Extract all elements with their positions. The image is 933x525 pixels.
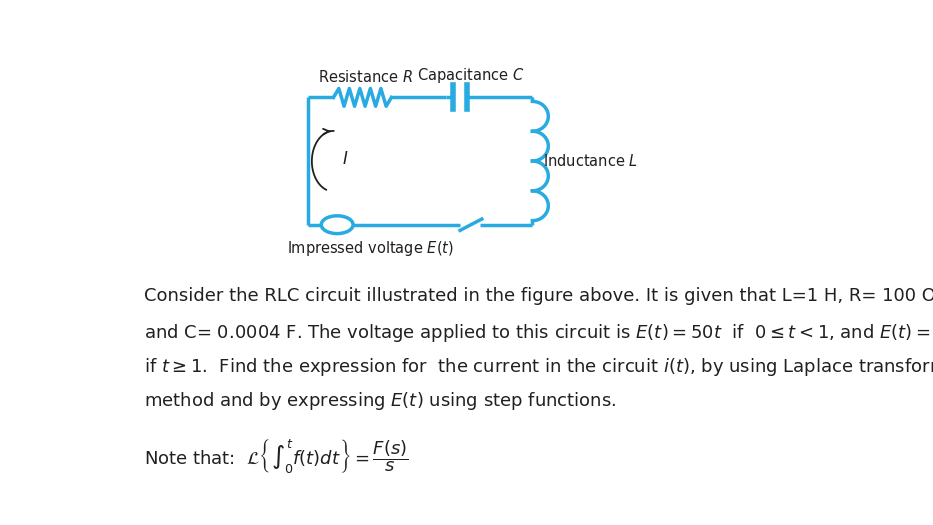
Text: Resistance $\mathit{R}$: Resistance $\mathit{R}$	[317, 69, 412, 85]
Text: if $t \geq 1$.  Find the expression for  the current in the circuit $i(t)$, by u: if $t \geq 1$. Find the expression for t…	[144, 356, 933, 378]
Text: Note that:  $\mathcal{L}\left\{\int_0^t f(t)dt\right\} = \dfrac{F(s)}{s}$: Note that: $\mathcal{L}\left\{\int_0^t f…	[144, 437, 409, 475]
Text: Consider the RLC circuit illustrated in the figure above. It is given that L=1 H: Consider the RLC circuit illustrated in …	[144, 287, 933, 306]
Text: Inductance $\mathit{L}$: Inductance $\mathit{L}$	[543, 153, 638, 169]
Text: method and by expressing $E(t)$ using step functions.: method and by expressing $E(t)$ using st…	[144, 391, 617, 413]
Text: and C= 0.0004 F. The voltage applied to this circuit is $E(t) = 50t$  if  $0 \le: and C= 0.0004 F. The voltage applied to …	[144, 322, 933, 344]
Text: $I$: $I$	[342, 150, 349, 168]
Text: Impressed voltage $\mathbf{\mathit{E}}\mathit{(t)}$: Impressed voltage $\mathbf{\mathit{E}}\m…	[286, 239, 453, 258]
Text: Capacitance $\mathit{C}$: Capacitance $\mathit{C}$	[417, 66, 524, 85]
